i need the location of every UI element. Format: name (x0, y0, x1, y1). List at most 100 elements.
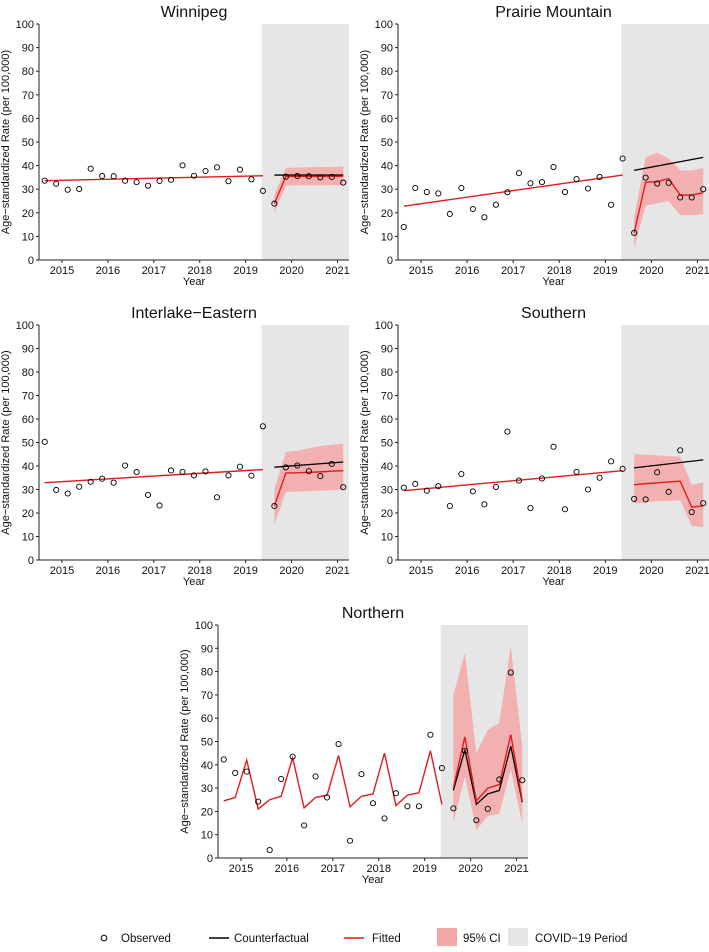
northern-observed-point (358, 771, 365, 778)
prairie-mountain-y-tick-label: 20 (381, 208, 393, 220)
northern-observed-point (438, 765, 445, 772)
interlake-eastern-y-tick-label: 100 (16, 320, 34, 332)
winnipeg-observed-point (236, 166, 243, 173)
northern-observed-point (232, 769, 239, 777)
northern-y-tick-label: 30 (201, 783, 213, 795)
interlake-eastern-observed-point (145, 491, 152, 498)
prairie-mountain-observed-point (573, 176, 580, 183)
northern-x-tick-label: 2021 (504, 863, 528, 875)
interlake-eastern-observed-point (305, 468, 312, 475)
prairie-mountain-observed-point (677, 194, 684, 201)
winnipeg-observed-point (99, 172, 106, 180)
interlake-eastern-observed-point (41, 438, 48, 445)
northern-observed-point (461, 747, 468, 754)
northern-observed-point (335, 741, 342, 748)
winnipeg-observed-point (271, 200, 278, 207)
interlake-eastern-y-tick-label: 10 (22, 532, 34, 544)
interlake-eastern-covid-period-shading (261, 325, 349, 560)
prairie-mountain-x-tick-label: 2019 (593, 265, 617, 277)
southern-observed-point (435, 483, 442, 490)
northern-observed-point (496, 776, 503, 783)
southern-observed-point (423, 487, 430, 494)
interlake-eastern-observed-point (64, 490, 71, 497)
prairie-mountain-y-tick-label: 0 (387, 255, 393, 267)
interlake-eastern-observed-point (76, 483, 83, 490)
southern-observed-point (400, 484, 407, 491)
northern-observed-point (392, 790, 400, 797)
interlake-eastern-y-tick-label: 40 (22, 461, 34, 473)
prairie-mountain-observed-point (665, 179, 672, 186)
northern-observed-point (519, 777, 526, 784)
prairie-mountain-observed-point (550, 163, 557, 171)
prairie-mountain-ci-band (634, 152, 704, 249)
winnipeg-y-tick-label: 90 (22, 43, 34, 55)
prairie-mountain-observed-point (688, 194, 695, 201)
interlake-eastern-x-tick-label: 2019 (233, 565, 257, 577)
interlake-eastern-observed-point (328, 460, 335, 467)
prairie-mountain-fitted-line-pre (403, 174, 623, 207)
southern-observed-point (665, 488, 672, 495)
winnipeg-observed-point (167, 176, 175, 183)
interlake-eastern-x-tick-label: 2015 (50, 565, 74, 577)
prairie-mountain-observed-point (561, 188, 569, 196)
prairie-mountain-observed-point (642, 174, 649, 181)
northern-y-tick-label: 80 (201, 667, 213, 679)
interlake-eastern-observed-point (213, 494, 221, 501)
prairie-mountain-observed-point (412, 184, 419, 192)
interlake-eastern-observed-point (122, 462, 129, 469)
northern-y-tick-label: 60 (201, 713, 213, 725)
prairie-mountain-observed-point (446, 210, 453, 218)
interlake-eastern-observed-point (190, 472, 198, 479)
interlake-eastern-y-tick-label: 0 (28, 555, 34, 567)
southern-observed-point (446, 502, 453, 510)
southern-observed-point (573, 468, 580, 475)
winnipeg-observed-point (133, 179, 140, 186)
prairie-mountain-observed-point (423, 188, 430, 196)
northern-x-axis-title: Year (362, 874, 385, 886)
southern-y-tick-label: 50 (381, 438, 393, 450)
winnipeg-y-tick-label: 30 (22, 184, 34, 196)
winnipeg-y-tick-label: 70 (22, 90, 34, 102)
legend-observed-symbol (100, 934, 108, 942)
northern-observed-point (346, 837, 354, 844)
winnipeg-observed-point (328, 173, 335, 180)
winnipeg-y-tick-label: 60 (22, 113, 34, 125)
northern-x-tick-label: 2016 (275, 863, 299, 875)
winnipeg-x-tick-label: 2021 (325, 265, 349, 277)
interlake-eastern-fitted-line-post (273, 470, 344, 507)
northern-x-tick-label: 2018 (366, 863, 390, 875)
interlake-eastern-observed-point (53, 486, 60, 494)
interlake-eastern-x-tick-label: 2018 (187, 565, 211, 577)
northern-observed-point (404, 803, 411, 810)
northern-observed-point (415, 803, 422, 810)
interlake-eastern-y-tick-label: 60 (22, 414, 34, 426)
northern-y-tick-label: 40 (201, 760, 213, 772)
prairie-mountain-observed-point (585, 185, 592, 192)
winnipeg-covid-period-shading (261, 24, 349, 260)
prairie-mountain-x-tick-label: 2015 (409, 265, 433, 277)
northern-observed-point (266, 847, 273, 854)
northern-y-tick-label: 0 (207, 853, 213, 865)
winnipeg-observed-point (53, 180, 60, 187)
interlake-eastern-observed-point (225, 472, 232, 479)
winnipeg-observed-point (202, 167, 209, 175)
winnipeg-y-tick-label: 40 (22, 161, 34, 173)
southern-y-tick-label: 0 (387, 555, 393, 567)
legend: Observed Counterfactual Fitted 95% CI CO… (100, 928, 627, 946)
interlake-eastern-observed-point (179, 468, 186, 475)
winnipeg-observed-point (179, 162, 186, 169)
winnipeg-x-tick-label: 2017 (142, 265, 166, 277)
prairie-mountain-y-tick-label: 80 (381, 66, 393, 78)
southern-counterfactual-line (634, 459, 704, 469)
northern-observed-point (381, 815, 388, 822)
prairie-mountain-y-tick-label: 30 (381, 184, 393, 196)
prairie-mountain-observed-point (481, 214, 488, 221)
winnipeg-observed-point (294, 172, 301, 180)
winnipeg-observed-point (282, 173, 289, 180)
northern-y-tick-label: 20 (201, 806, 213, 818)
prairie-mountain-observed-point (700, 186, 707, 193)
southern-observed-point (654, 469, 661, 476)
winnipeg-observed-point (76, 185, 83, 193)
winnipeg-observed-point (317, 174, 324, 181)
